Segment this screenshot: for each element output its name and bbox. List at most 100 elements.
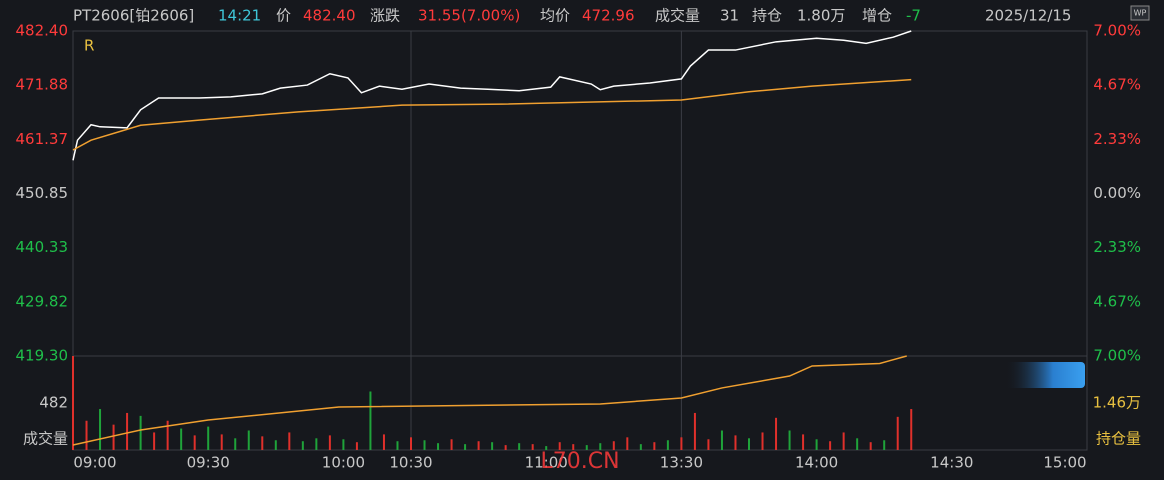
x-tick-label: 13:30 xyxy=(660,454,703,472)
line xyxy=(72,355,907,446)
volume-bar xyxy=(464,444,467,450)
time: 14:21 xyxy=(218,7,261,25)
volume-bar xyxy=(666,440,669,450)
volume-bar xyxy=(477,441,480,450)
volume-bar xyxy=(626,437,629,450)
line xyxy=(72,30,912,161)
value: 482.40 xyxy=(303,7,356,25)
y2-tick-label: 7.00% xyxy=(1093,22,1141,40)
volume-bar xyxy=(869,442,872,450)
volume-bar xyxy=(653,442,656,450)
y2-tick-label: 1.46万 xyxy=(1093,394,1141,412)
x-tick-label: 09:30 xyxy=(187,454,230,472)
volume-bar xyxy=(761,432,764,450)
y2-tick-label: 4.67% xyxy=(1093,76,1141,94)
volume-bar xyxy=(410,437,412,450)
volume-bar xyxy=(707,439,710,450)
volume-bar xyxy=(693,412,696,450)
scroll-button[interactable] xyxy=(1005,362,1085,388)
volume-bar xyxy=(139,415,142,450)
label: 成交量 xyxy=(655,7,700,25)
y2-axis-label: 持仓量 xyxy=(1096,430,1141,448)
date: 2025/12/15 xyxy=(985,7,1071,25)
volume-bar xyxy=(126,412,129,450)
volume-bar xyxy=(531,444,534,450)
y-tick-label: 429.82 xyxy=(16,292,69,310)
value: 31 xyxy=(720,7,739,25)
x-tick-label: 10:30 xyxy=(389,454,432,472)
x-tick-label: 15:00 xyxy=(1043,454,1086,472)
volume-bar xyxy=(234,438,237,450)
value: 1.80万 xyxy=(797,7,845,25)
y-tick-label: 450.85 xyxy=(16,184,69,202)
value: 472.96 xyxy=(582,7,635,25)
y-tick-label: 461.37 xyxy=(16,130,69,148)
y-tick-label: 471.88 xyxy=(16,76,69,94)
volume-bar xyxy=(112,424,115,450)
volume-bar xyxy=(829,441,832,450)
y-tick-label: 419.30 xyxy=(16,347,69,365)
volume-bar xyxy=(734,435,737,450)
volume-bar xyxy=(815,439,818,450)
volume-bar xyxy=(85,420,88,450)
volume-bar xyxy=(802,434,805,450)
volume-bar xyxy=(166,420,169,450)
volume-bar xyxy=(518,443,521,450)
volume-bar xyxy=(504,445,507,450)
marker: R xyxy=(84,37,94,55)
label: 均价 xyxy=(540,7,570,25)
volume-bar xyxy=(748,438,750,450)
watermark: L70.CN xyxy=(540,449,619,474)
volume-bar xyxy=(153,432,156,450)
value: 31.55(7.00%) xyxy=(418,7,520,25)
plot-frame xyxy=(72,30,1088,451)
volume-bar xyxy=(585,445,588,450)
volume-bar xyxy=(680,437,683,450)
label: 持仓 xyxy=(752,7,782,25)
volume-bar xyxy=(450,439,453,450)
x-tick-label: 11:00 xyxy=(525,454,568,472)
y2-tick-label: 2.33% xyxy=(1093,238,1141,256)
symbol: PT2606[铂2606] xyxy=(73,7,194,25)
x-tick-label: 14:00 xyxy=(795,454,838,472)
label: 价 xyxy=(276,7,291,25)
volume-bar xyxy=(896,416,899,450)
volume-bar xyxy=(720,430,723,450)
volume-bar xyxy=(315,438,318,450)
y-tick-label: 482.40 xyxy=(16,22,69,40)
volume-bar xyxy=(639,444,642,450)
volume-bar xyxy=(775,417,778,450)
volume-bar xyxy=(180,428,183,450)
volume-bar xyxy=(491,442,494,450)
volume-bar xyxy=(572,444,575,450)
y2-tick-label: 4.67% xyxy=(1093,292,1141,310)
badge-box[interactable] xyxy=(1130,5,1150,21)
label: 涨跌 xyxy=(370,7,400,25)
y2-tick-label: 2.33% xyxy=(1093,130,1141,148)
badge[interactable]: WP xyxy=(1134,9,1147,18)
volume-bar xyxy=(612,441,615,450)
volume-bar xyxy=(288,432,291,450)
y2-tick-label: 0.00% xyxy=(1093,184,1141,202)
volume-bar xyxy=(72,356,74,450)
volume-bar xyxy=(599,443,602,450)
volume-bar xyxy=(99,409,102,450)
volume-bar xyxy=(355,442,358,450)
y-axis-label: 成交量 xyxy=(23,430,68,448)
volume-bar xyxy=(842,432,845,450)
volume-bar xyxy=(856,438,859,450)
volume-bar xyxy=(193,435,196,450)
y2-tick-label: 7.00% xyxy=(1093,347,1141,365)
volume-bar xyxy=(207,426,210,450)
x-tick-label: 14:30 xyxy=(930,454,973,472)
value: -7 xyxy=(906,7,921,25)
volume-bar xyxy=(382,434,385,450)
volume-bar xyxy=(342,439,345,450)
volume-bar xyxy=(788,430,791,450)
volume-bar xyxy=(301,441,304,450)
volume-bar xyxy=(261,436,264,450)
volume-bar xyxy=(220,434,223,450)
label: 增仓 xyxy=(862,7,892,25)
y-tick-label: 440.33 xyxy=(16,238,69,256)
